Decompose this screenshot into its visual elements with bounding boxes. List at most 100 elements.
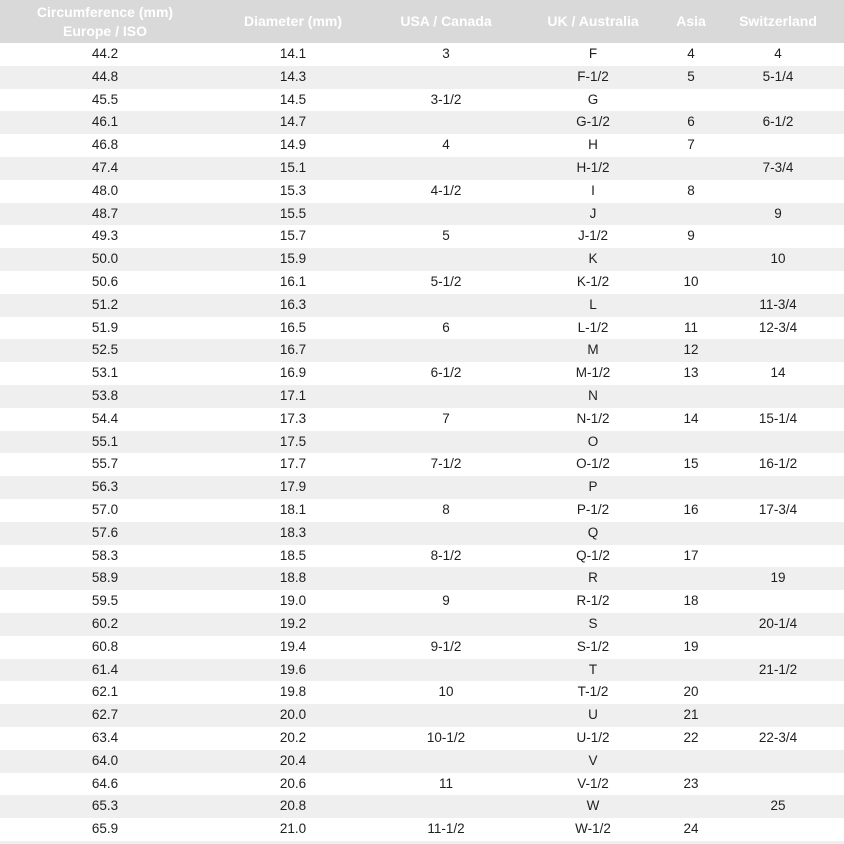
- table-row: 62.7 20.0 U 21: [0, 704, 844, 727]
- table-cell: [376, 522, 516, 545]
- table-cell: 53.1: [91, 365, 119, 381]
- table-cell: [376, 476, 516, 499]
- table-cell: M: [587, 342, 599, 358]
- table-cell: P-1/2: [576, 501, 610, 517]
- table-row: 51.9 16.5 6 L-1/2 11 12-3/4: [0, 317, 844, 340]
- table-cell: 18.8: [279, 570, 307, 586]
- table-cell: 4: [442, 137, 450, 153]
- column-header-line: Circumference (mm): [36, 3, 174, 20]
- table-cell: 64.6: [91, 775, 119, 791]
- table-cell: [376, 704, 516, 727]
- table-cell: I: [591, 182, 595, 198]
- table-cell: 3: [442, 46, 450, 61]
- table-cell: 10: [770, 251, 786, 267]
- table-cell: [376, 431, 516, 454]
- table-cell: [712, 681, 844, 704]
- table-cell: [712, 134, 844, 157]
- table-cell: 11: [438, 775, 453, 791]
- table-row: 51.2 16.3 L 11-3/4: [0, 293, 844, 317]
- table-cell: [712, 818, 844, 841]
- table-cell: 17.1: [279, 387, 307, 403]
- table-cell: [712, 636, 844, 659]
- table-row: 61.4 19.6 T 21-1/2: [0, 658, 844, 682]
- table-cell: O: [587, 433, 599, 449]
- table-cell: 6-1/2: [762, 114, 794, 130]
- table-cell: 44.8: [91, 68, 119, 84]
- table-cell: [376, 66, 516, 89]
- table-cell: 57.6: [91, 524, 119, 540]
- table-cell: [670, 157, 712, 180]
- column-header-line: USA / Canada: [400, 13, 492, 29]
- table-cell: 45.5: [91, 91, 119, 107]
- table-cell: 14: [770, 365, 786, 381]
- table-cell: H: [588, 137, 598, 153]
- table-cell: 7-1/2: [430, 456, 462, 472]
- table-cell: 16.5: [279, 319, 307, 335]
- table-cell: 7: [687, 137, 695, 153]
- table-cell: 10: [438, 684, 454, 700]
- table-row: 48.7 15.5 J 9: [0, 202, 844, 226]
- table-cell: 16-1/2: [758, 456, 798, 472]
- table-cell: 56.3: [91, 479, 119, 495]
- table-cell: 49.3: [91, 228, 119, 244]
- table-cell: 7-3/4: [762, 159, 794, 175]
- table-cell: 19.4: [279, 638, 307, 654]
- table-row: 55.7 17.7 7-1/2 O-1/2 15 16-1/2: [0, 453, 844, 476]
- table-cell: [712, 431, 844, 454]
- table-cell: K-1/2: [576, 273, 610, 289]
- table-cell: 20.0: [279, 707, 307, 723]
- table-cell: 5: [687, 68, 695, 84]
- table-cell: 18.5: [279, 547, 307, 563]
- table-cell: 48.7: [91, 205, 119, 221]
- table-row: 64.6 20.6 11 V-1/2 23: [0, 773, 844, 796]
- table-cell: 48.0: [91, 182, 119, 198]
- table-cell: [670, 476, 712, 499]
- partial-next-row-strip: [0, 840, 844, 844]
- table-cell: 50.6: [91, 273, 119, 289]
- table-cell: 59.5: [91, 593, 119, 609]
- table-cell: 57.0: [91, 501, 119, 517]
- table-cell: Q-1/2: [576, 547, 610, 563]
- table-cell: 4: [774, 46, 782, 61]
- table-cell: 15.3: [279, 182, 307, 198]
- table-cell: 4-1/2: [430, 182, 462, 198]
- table-cell: [670, 431, 712, 454]
- table-cell: 14.9: [279, 137, 307, 153]
- table-cell: 60.2: [91, 615, 119, 631]
- table-cell: Q: [587, 524, 599, 540]
- table-cell: [670, 613, 712, 636]
- table-cell: 17.7: [279, 456, 307, 472]
- table-cell: 22-3/4: [758, 729, 798, 745]
- table-row: 54.4 17.3 7 N-1/2 14 15-1/4: [0, 408, 844, 431]
- column-header-line: Asia: [676, 13, 706, 29]
- table-cell: 11-3/4: [759, 296, 797, 312]
- table-cell: [376, 750, 516, 773]
- table-cell: 44.2: [91, 46, 119, 61]
- table-cell: L: [589, 296, 597, 312]
- table-cell: 16.7: [279, 342, 307, 358]
- table-cell: 9: [774, 205, 782, 221]
- table-cell: [712, 385, 844, 408]
- table-cell: 23: [683, 775, 699, 791]
- table-cell: 6-1/2: [430, 365, 462, 381]
- table-cell: 17: [683, 547, 699, 563]
- table-row: 65.3 20.8 W 25: [0, 795, 844, 819]
- table-row: 46.1 14.7 G-1/2 6 6-1/2: [0, 111, 844, 135]
- table-row: 62.1 19.8 10 T-1/2 20: [0, 681, 844, 704]
- table-cell: [376, 659, 516, 682]
- table-cell: 5-1/2: [430, 273, 462, 289]
- table-cell: 58.9: [91, 570, 119, 586]
- table-row: 63.4 20.2 10-1/2 U-1/2 22 22-3/4: [0, 727, 844, 750]
- table-cell: W: [586, 798, 600, 814]
- table-cell: O-1/2: [576, 456, 610, 472]
- column-header-diameter-mm: Diameter (mm): [210, 0, 376, 43]
- table-cell: 6: [442, 319, 450, 335]
- table-cell: 14.3: [279, 68, 307, 84]
- table-cell: 21.0: [279, 821, 307, 837]
- column-header-switzerland: Switzerland: [712, 0, 844, 43]
- table-cell: [670, 795, 712, 818]
- table-body: 44.2 14.1 3 F 4 4 44.8 14.3 F-1/2 5 5-1/4 45.5 14.5 3…: [0, 43, 844, 841]
- table-cell: 60.8: [91, 638, 119, 654]
